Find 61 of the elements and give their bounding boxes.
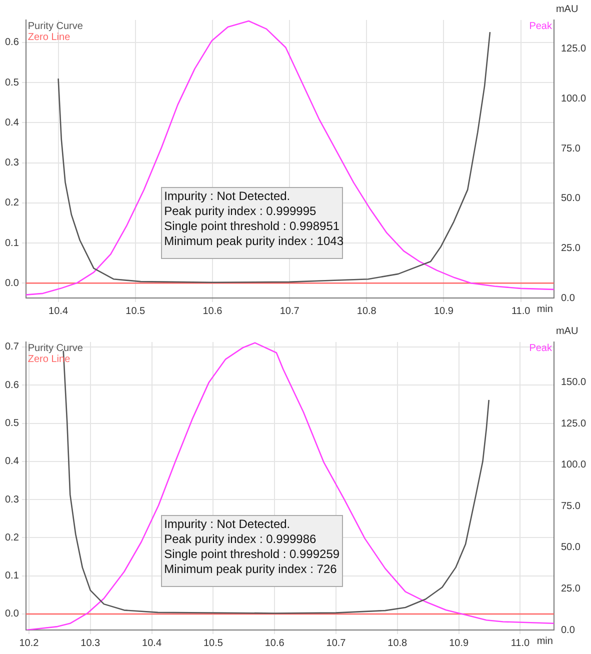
ref-line-label: Zero Line — [28, 32, 72, 43]
y-tick-label: 0.0 — [4, 608, 20, 620]
y2-tick-label: 150.0 — [560, 377, 586, 388]
y-tick-label: 0.4 — [4, 117, 20, 128]
x-tick-label: 11.0 — [510, 638, 530, 649]
x-tick-label: 10.6 — [202, 306, 223, 317]
y-tick-label: 0.3 — [4, 158, 20, 169]
annotation: Peak purity index : 0.999995 — [164, 204, 318, 219]
y-tick-label: 0.5 — [4, 77, 20, 88]
annotation: Impurity : Not Detected. — [164, 188, 292, 204]
x-tick-label: 10.8 — [388, 638, 408, 649]
annotation: Single point threshold : 0.998951 — [164, 218, 340, 234]
y2-tick-label: 100.0 — [560, 93, 586, 104]
text: Peak — [529, 21, 552, 32]
annotation: Peak purity index : 0.999986 — [164, 532, 318, 547]
x-tick-label: 10.4 — [48, 306, 68, 317]
y2-tick-label: 75.0 — [560, 500, 581, 512]
x-tick-label: 10.3 — [80, 638, 101, 649]
text: Purity Curve — [28, 21, 83, 32]
y-tick-label: 0.2 — [4, 532, 20, 544]
y-tick-label: 0.5 — [4, 418, 20, 429]
text: Peak — [529, 343, 552, 354]
y-tick-label: 0.3 — [4, 494, 20, 506]
y2-tick-label: 75.0 — [560, 143, 581, 154]
x-axis-title: min — [536, 636, 553, 647]
x-tick-label: 10.7 — [280, 306, 300, 317]
y2-axis-title: mAU — [556, 326, 578, 337]
y-tick-label: 0.6 — [4, 37, 20, 48]
y2-tick-label: 0.0 — [560, 624, 576, 636]
y-tick-label: 0.1 — [4, 238, 20, 249]
x-tick-label: 10.6 — [264, 638, 285, 649]
y2-tick-label: 125.0 — [560, 418, 586, 430]
y-tick-label: 0.0 — [4, 278, 20, 289]
y2-tick-label: 125.0 — [560, 44, 586, 55]
x-tick-label: 10.8 — [356, 306, 377, 317]
series-label: Purity Curve — [28, 343, 83, 354]
x-tick-label: 10.9 — [449, 638, 469, 649]
x-tick-label: 11.0 — [511, 306, 531, 317]
y-tick-label: 0.2 — [4, 198, 20, 209]
y-tick-label: 0.7 — [4, 342, 20, 353]
y-tick-label: 0.6 — [4, 380, 20, 391]
x-tick-label: 10.5 — [203, 638, 224, 649]
y2-axis-title: mAU — [556, 4, 578, 15]
annotation: Minimum peak purity index : 726 — [164, 562, 338, 577]
y2-tick-label: 25.0 — [560, 583, 581, 594]
x-tick-label: 10.2 — [19, 638, 40, 649]
x-tick-label: 10.7 — [326, 638, 346, 649]
annotation: Minimum peak purity index : 1043 — [164, 234, 344, 249]
x-tick-label: 10.5 — [126, 306, 146, 317]
y2-tick-label: 25.0 — [560, 242, 581, 254]
y2-tick-label: 50.0 — [560, 193, 581, 204]
x-axis-title: min — [536, 304, 553, 315]
y2-tick-label: 50.0 — [560, 542, 581, 554]
y2-tick-label: 100.0 — [560, 460, 586, 471]
annotation: Impurity : Not Detected. — [164, 516, 292, 532]
y-tick-label: 0.4 — [4, 456, 20, 468]
y-tick-label: 0.1 — [4, 570, 20, 582]
x-tick-label: 10.9 — [434, 306, 454, 317]
annotation: Single point threshold : 0.999259 — [164, 546, 340, 562]
y2-tick-label: 0.0 — [560, 292, 576, 304]
x-tick-label: 10.4 — [142, 638, 162, 649]
